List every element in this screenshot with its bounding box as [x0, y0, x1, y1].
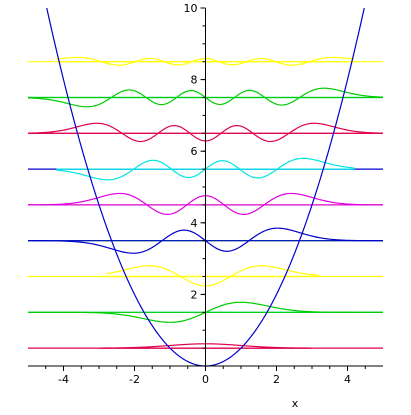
x-tick-label: 2	[273, 373, 280, 386]
y-tick-label: 6	[191, 145, 198, 158]
y-tick-label: 8	[191, 74, 198, 87]
x-axis-label: x	[292, 397, 299, 410]
wavefunction-2	[106, 265, 320, 287]
y-tick-label: 4	[191, 217, 198, 230]
y-tick-label: 10	[184, 2, 198, 15]
y-tick-label: 2	[191, 288, 198, 301]
x-tick-label: -4	[58, 373, 69, 386]
axes-layer: -4 -2 0 2 4 2 4 6 8 10	[28, 2, 383, 386]
x-tick-label: 4	[344, 373, 351, 386]
x-tick-label: 0	[202, 373, 209, 386]
x-tick-label: -2	[129, 373, 140, 386]
